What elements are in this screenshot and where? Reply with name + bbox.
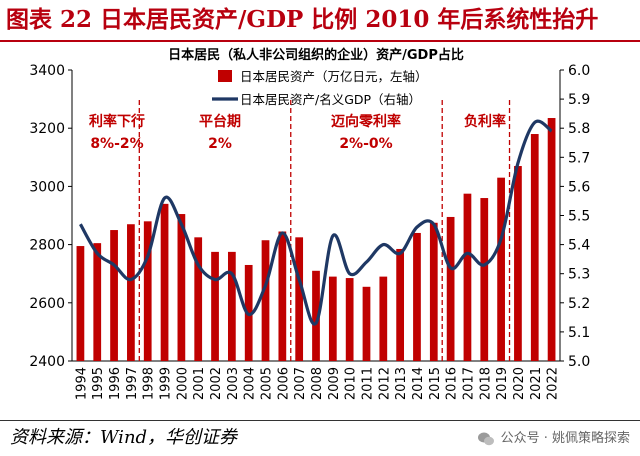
title-rule	[0, 40, 640, 42]
x-tick-label: 2022	[546, 367, 561, 400]
source-note: 资料来源：Wind，华创证券	[10, 427, 238, 448]
x-tick-label: 1997	[125, 367, 140, 400]
x-tick-label: 2013	[394, 367, 409, 400]
bar	[396, 248, 405, 361]
ratio-line	[79, 119, 553, 326]
right-axis-tick-label: 5.2	[568, 296, 590, 312]
bar	[143, 221, 152, 361]
left-axis-tick-label: 3400	[29, 63, 65, 79]
bar	[127, 224, 135, 361]
bar	[278, 231, 287, 361]
left-axis-tick-label: 2600	[29, 296, 65, 312]
figure-title: 图表 22 日本居民资产/GDP 比例 2010 年后系统性抬升	[6, 6, 599, 33]
left-axis-tick-label: 3000	[29, 179, 65, 195]
right-axis-tick-label: 6.0	[568, 63, 590, 79]
x-tick-label: 1995	[91, 367, 106, 400]
bar	[110, 230, 118, 361]
x-tick-label: 1998	[142, 367, 157, 400]
x-tick-label: 2007	[293, 367, 308, 400]
x-tick-label: 2021	[529, 367, 544, 400]
chart-svg: 日本居民（私人非公司组织的企业）资产/GDP占比 2400 2600 2800 3000…	[29, 47, 590, 400]
bar	[514, 166, 522, 361]
right-axis-tick-label: 5.5	[568, 209, 590, 225]
legend-bar-swatch	[218, 70, 232, 82]
period-annotation: 负利率	[464, 113, 506, 130]
bar	[446, 216, 455, 361]
x-tick-label: 2009	[327, 367, 342, 400]
x-tick-label: 2018	[478, 367, 493, 400]
right-axis-tick-label: 5.3	[568, 267, 590, 283]
bar	[76, 246, 85, 361]
bar	[362, 286, 371, 361]
right-axis-tick-label: 5.1	[568, 325, 590, 341]
bar	[211, 251, 219, 361]
wechat-icon	[477, 432, 494, 446]
x-tick-label: 1996	[108, 367, 123, 400]
x-tick-label: 2015	[428, 367, 443, 400]
bar	[93, 243, 102, 361]
x-tick-label: 2006	[276, 367, 291, 400]
bar	[413, 232, 421, 361]
x-tick-label: 2020	[512, 367, 527, 400]
x-tick-label: 2011	[360, 367, 375, 400]
bar	[429, 222, 438, 361]
period-annotation: 2%	[208, 136, 232, 152]
x-tick-label: 1994	[74, 367, 89, 400]
period-annotation: 8%-2%	[90, 136, 143, 152]
x-tick-label: 2014	[411, 367, 426, 400]
bar	[227, 251, 236, 361]
x-tick-label: 2000	[175, 367, 190, 400]
bar	[194, 237, 203, 361]
period-annotation: 利率下行	[89, 113, 145, 130]
right-axis-tick-label: 5.9	[568, 92, 590, 108]
x-tick-label: 2004	[243, 367, 258, 400]
watermark-text: 公众号 · 姚佩策略探索	[500, 431, 630, 446]
left-axis-tick-label: 2800	[29, 238, 65, 254]
right-axis-tick-label: 5.0	[568, 354, 590, 370]
right-axis-tick-label: 5.8	[568, 121, 590, 137]
bar	[379, 276, 388, 361]
legend-bar-label: 日本居民资产（万亿日元，左轴）	[240, 69, 428, 84]
x-tick-label: 2019	[495, 367, 510, 400]
x-tick-label: 2002	[209, 367, 224, 400]
legend-line-label: 日本居民资产/名义GDP（右轴）	[240, 92, 421, 107]
x-tick-label: 1999	[159, 367, 174, 400]
x-tick-label: 2005	[260, 367, 275, 400]
x-tick-label: 2016	[445, 367, 460, 400]
watermark: 公众号 · 姚佩策略探索	[477, 428, 630, 450]
x-tick-label: 2017	[461, 367, 476, 400]
bar	[261, 240, 270, 361]
period-annotation: 平台期	[199, 113, 241, 130]
bar	[530, 134, 539, 361]
right-axis-tick-label: 5.6	[568, 179, 590, 195]
x-tick-label: 2003	[226, 367, 241, 400]
period-annotation: 2%-0%	[339, 136, 392, 152]
bar	[312, 270, 320, 361]
bar	[177, 214, 186, 361]
x-tick-label: 2010	[344, 367, 359, 400]
right-axis-tick-label: 5.7	[568, 150, 590, 166]
chart: 日本居民（私人非公司组织的企业）资产/GDP占比 2400 2600 2800 3000…	[0, 42, 640, 420]
bar	[463, 193, 472, 361]
bar	[480, 198, 489, 361]
x-tick-label: 2008	[310, 367, 325, 400]
x-tick-label: 2001	[192, 367, 207, 400]
right-axis-tick-label: 5.4	[568, 238, 590, 254]
bar	[160, 203, 169, 361]
bar	[328, 276, 337, 361]
bar	[497, 177, 505, 361]
chart-title: 日本居民（私人非公司组织的企业）资产/GDP占比	[168, 47, 464, 63]
period-annotation: 迈向零利率	[331, 113, 401, 130]
bottom-rule	[0, 420, 640, 421]
left-axis-tick-label: 2400	[29, 354, 65, 370]
left-axis-tick-label: 3200	[29, 121, 65, 137]
bar	[547, 118, 556, 361]
bar	[295, 237, 304, 361]
bar	[345, 278, 354, 361]
x-tick-label: 2012	[377, 367, 392, 400]
